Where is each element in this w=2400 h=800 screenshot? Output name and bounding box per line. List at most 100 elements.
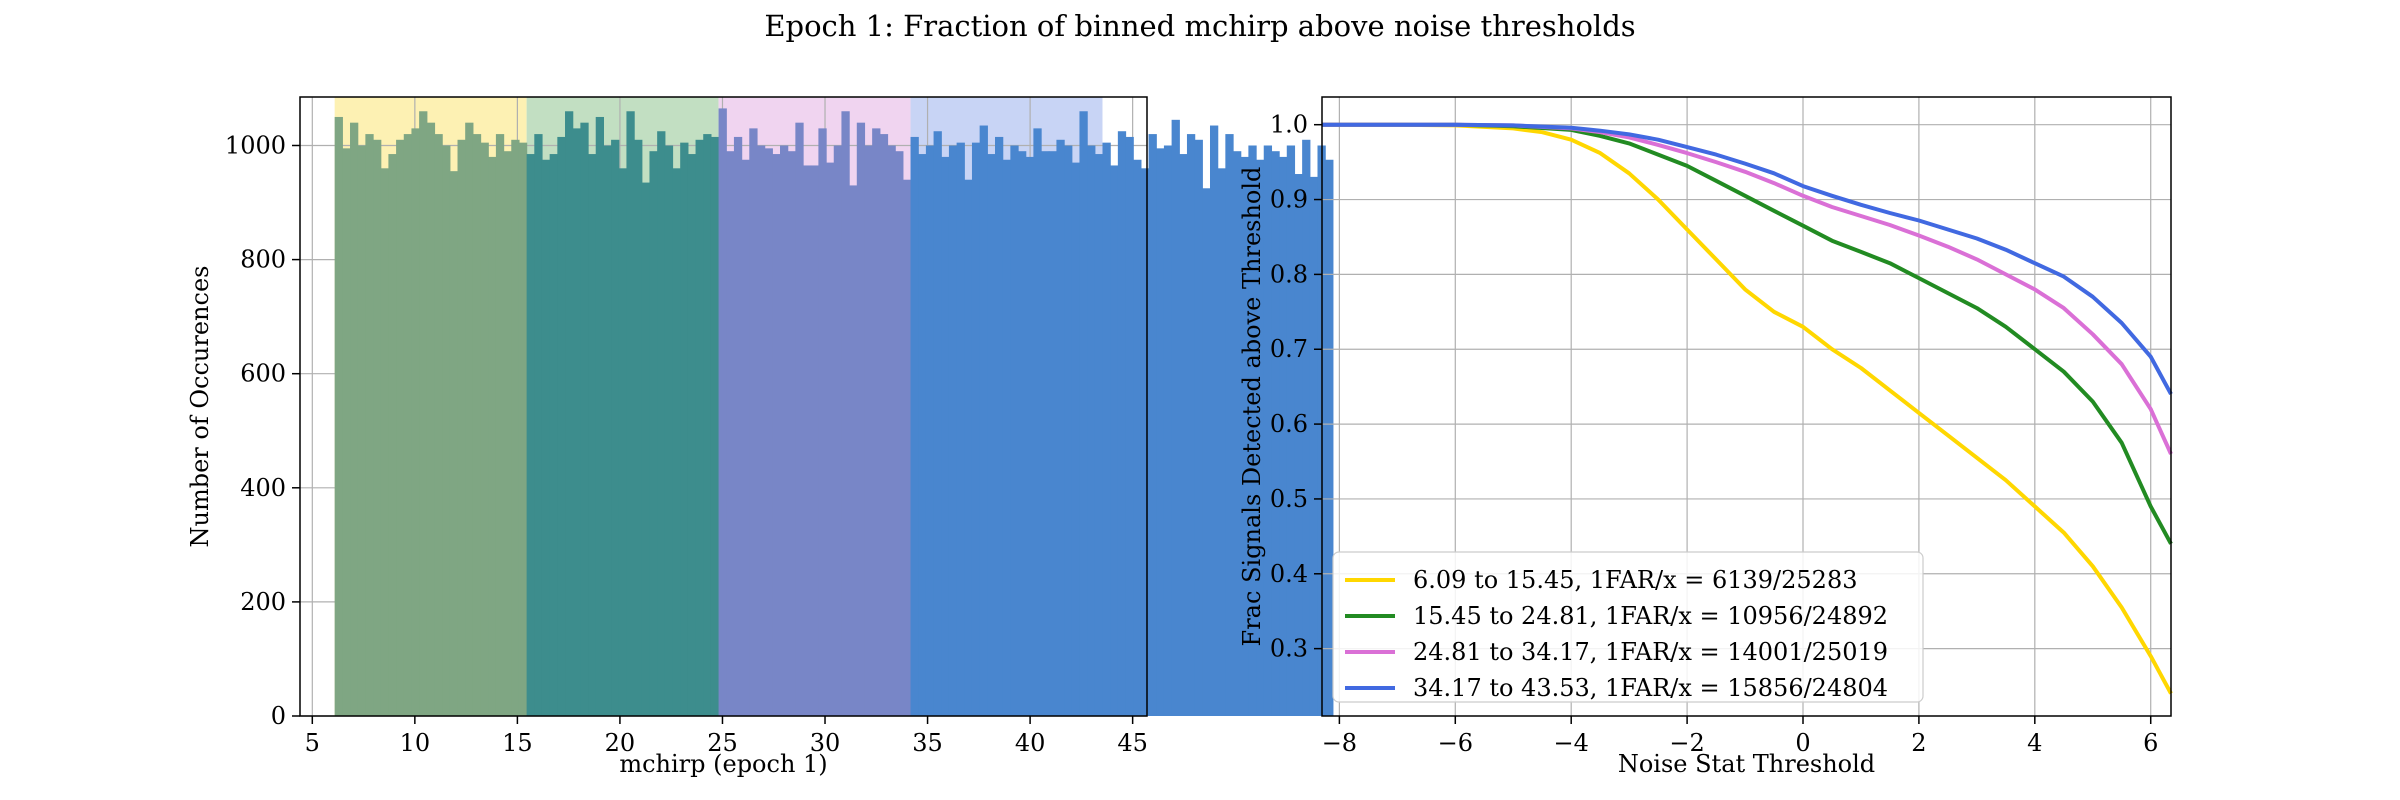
histogram-bar (902, 179, 912, 716)
x-axis-ticks: −8 −6 −4 −2 0 2 4 6 (1322, 716, 2158, 757)
histogram-bar (948, 145, 958, 716)
histogram-bar (1010, 145, 1019, 716)
x-tick-label: −2 (1669, 729, 1704, 757)
histogram-bar (334, 116, 343, 716)
histogram-bar (887, 145, 896, 716)
histogram-bar (1140, 168, 1150, 717)
series-line-2 (1322, 122, 2173, 545)
y-tick-label: 1000 (225, 131, 286, 159)
y-tick-label: 0.6 (1270, 410, 1308, 438)
histogram-bar (511, 139, 520, 716)
histogram-bar (434, 134, 443, 716)
histogram-bar (503, 151, 512, 717)
histogram-bar (664, 145, 674, 716)
histogram-bar (756, 145, 766, 716)
series-line-4 (1322, 122, 2173, 396)
x-tick-label: 35 (912, 729, 943, 757)
histogram-bar (588, 154, 597, 717)
histogram-bar (580, 122, 589, 717)
x-tick-label: 15 (502, 729, 533, 757)
histogram-bar (1233, 151, 1242, 717)
histogram-bar (465, 122, 474, 717)
histogram-bar (1294, 174, 1303, 716)
histogram-bar (956, 142, 965, 716)
x-tick-label: 25 (707, 729, 738, 757)
histogram-bar (618, 168, 628, 717)
y-axis-ticks: 0.3 0.4 0.5 0.6 0.7 0.8 0.9 1.0 (1270, 111, 1322, 663)
y-tick-label: 0 (271, 702, 286, 730)
histogram-bar (1263, 145, 1273, 716)
line-chart: −8 −6 −4 −2 0 2 4 6 0.3 0.4 0.5 0.6 0.7 0.8 0.9 1.0 No… (1238, 96, 2173, 778)
histogram-chart: 5 10 15 20 25 30 35 40 45 0 200 400 600 800 1000 mchi… (186, 96, 1334, 778)
histogram-bar (1286, 145, 1296, 716)
histogram-bar (634, 139, 643, 716)
histogram-bar (780, 145, 789, 716)
x-tick-label: −6 (1438, 729, 1473, 757)
histogram-bar (611, 139, 620, 716)
x-tick-label: 5 (305, 729, 320, 757)
histogram-bar (1209, 125, 1219, 717)
histogram-bar (357, 145, 366, 716)
histogram-bar (649, 151, 658, 717)
histogram-bar (1133, 159, 1142, 717)
x-tick-label: 2 (1911, 729, 1926, 757)
histogram-bar (342, 148, 351, 716)
x-tick-label: −8 (1322, 729, 1357, 757)
y-axis-label: Number of Occurences (186, 266, 214, 548)
histogram-bar (925, 145, 935, 716)
legend: 6.09 to 15.45, 1FAR/x = 6139/25283 15.45 … (1332, 551, 1924, 703)
histogram-bar (818, 128, 827, 717)
histogram-bar (350, 122, 359, 717)
x-tick-label: 30 (810, 729, 841, 757)
legend-label-1: 6.09 to 15.45, 1FAR/x = 6139/25283 (1413, 566, 1858, 594)
histogram-bar (365, 134, 374, 716)
x-tick-label: −4 (1553, 729, 1588, 757)
series-lines (1322, 122, 2173, 695)
histogram-bar (910, 136, 919, 716)
histogram-bar (1018, 151, 1027, 717)
histogram-bar (1025, 156, 1034, 717)
legend-label-4: 34.17 to 43.53, 1FAR/x = 15856/24804 (1413, 674, 1888, 702)
x-tick-label: 40 (1015, 729, 1046, 757)
histogram-bar (787, 151, 796, 717)
histogram-bar (994, 136, 1004, 716)
x-tick-label: 10 (400, 729, 431, 757)
histogram-bar (1271, 151, 1280, 717)
y-tick-label: 0.8 (1270, 260, 1308, 288)
histogram-bar (964, 179, 973, 716)
figure-title: Epoch 1: Fraction of binned mchirp above… (764, 9, 1635, 43)
histogram-bar (1117, 131, 1127, 716)
histogram-bar (826, 162, 835, 717)
y-tick-label: 0.3 (1270, 635, 1308, 663)
histogram-bar (1194, 139, 1203, 716)
histogram-bar (1048, 151, 1058, 717)
y-tick-label: 600 (240, 360, 286, 388)
histogram-bar (449, 171, 459, 716)
histogram-bar (595, 116, 605, 716)
histogram-bar (1179, 154, 1188, 717)
histogram-bar (526, 154, 535, 717)
histogram-bar (1171, 119, 1180, 717)
y-tick-label: 200 (240, 588, 286, 616)
histogram-bar (1302, 139, 1311, 716)
histogram-bar (657, 131, 666, 716)
histogram-bar (380, 168, 390, 717)
histogram-bar (1309, 176, 1319, 716)
histogram-bar (1094, 154, 1104, 717)
legend-label-3: 24.81 to 34.17, 1FAR/x = 14001/25019 (1413, 638, 1888, 666)
histogram-bar (918, 154, 927, 717)
y-tick-label: 0.9 (1270, 186, 1308, 214)
histogram-bar (557, 136, 566, 716)
histogram-bar (1186, 134, 1196, 716)
histogram-bar (1202, 188, 1211, 716)
histogram-bar (703, 134, 712, 716)
y-tick-label: 1.0 (1270, 111, 1308, 139)
x-tick-label: 6 (2143, 729, 2158, 757)
x-axis-ticks: 5 10 15 20 25 30 35 40 45 (305, 716, 1148, 757)
histogram-bar (488, 156, 497, 717)
histogram-bar (1071, 162, 1081, 717)
histogram-bar (603, 145, 612, 716)
x-tick-label: 0 (1795, 729, 1810, 757)
plot-frame (1321, 96, 2172, 717)
histogram-bar (534, 134, 543, 716)
